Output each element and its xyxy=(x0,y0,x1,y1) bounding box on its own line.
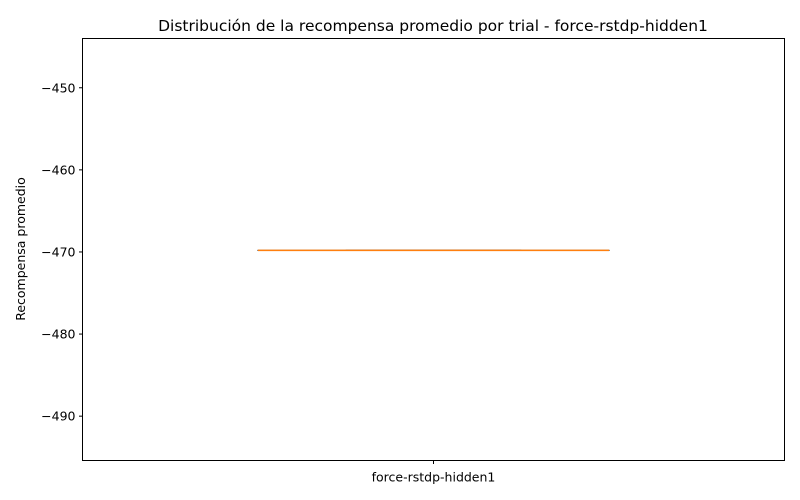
x-tick-label: force-rstdp-hidden1 xyxy=(372,470,496,485)
y-axis-label: Recompensa promedio xyxy=(13,177,28,321)
y-tick-label: −490 xyxy=(41,409,75,424)
y-tick-label: −480 xyxy=(41,327,75,342)
y-tick-label: −450 xyxy=(41,80,75,95)
y-axis-ticks: −450 −460 −470 −480 −490 xyxy=(41,80,83,424)
y-tick-label: −470 xyxy=(41,244,75,259)
chart-title: Distribución de la recompensa promedio p… xyxy=(158,17,708,35)
x-axis-ticks: force-rstdp-hidden1 xyxy=(372,460,496,485)
y-tick-label: −460 xyxy=(41,162,75,177)
plot-area-frame xyxy=(82,38,785,461)
